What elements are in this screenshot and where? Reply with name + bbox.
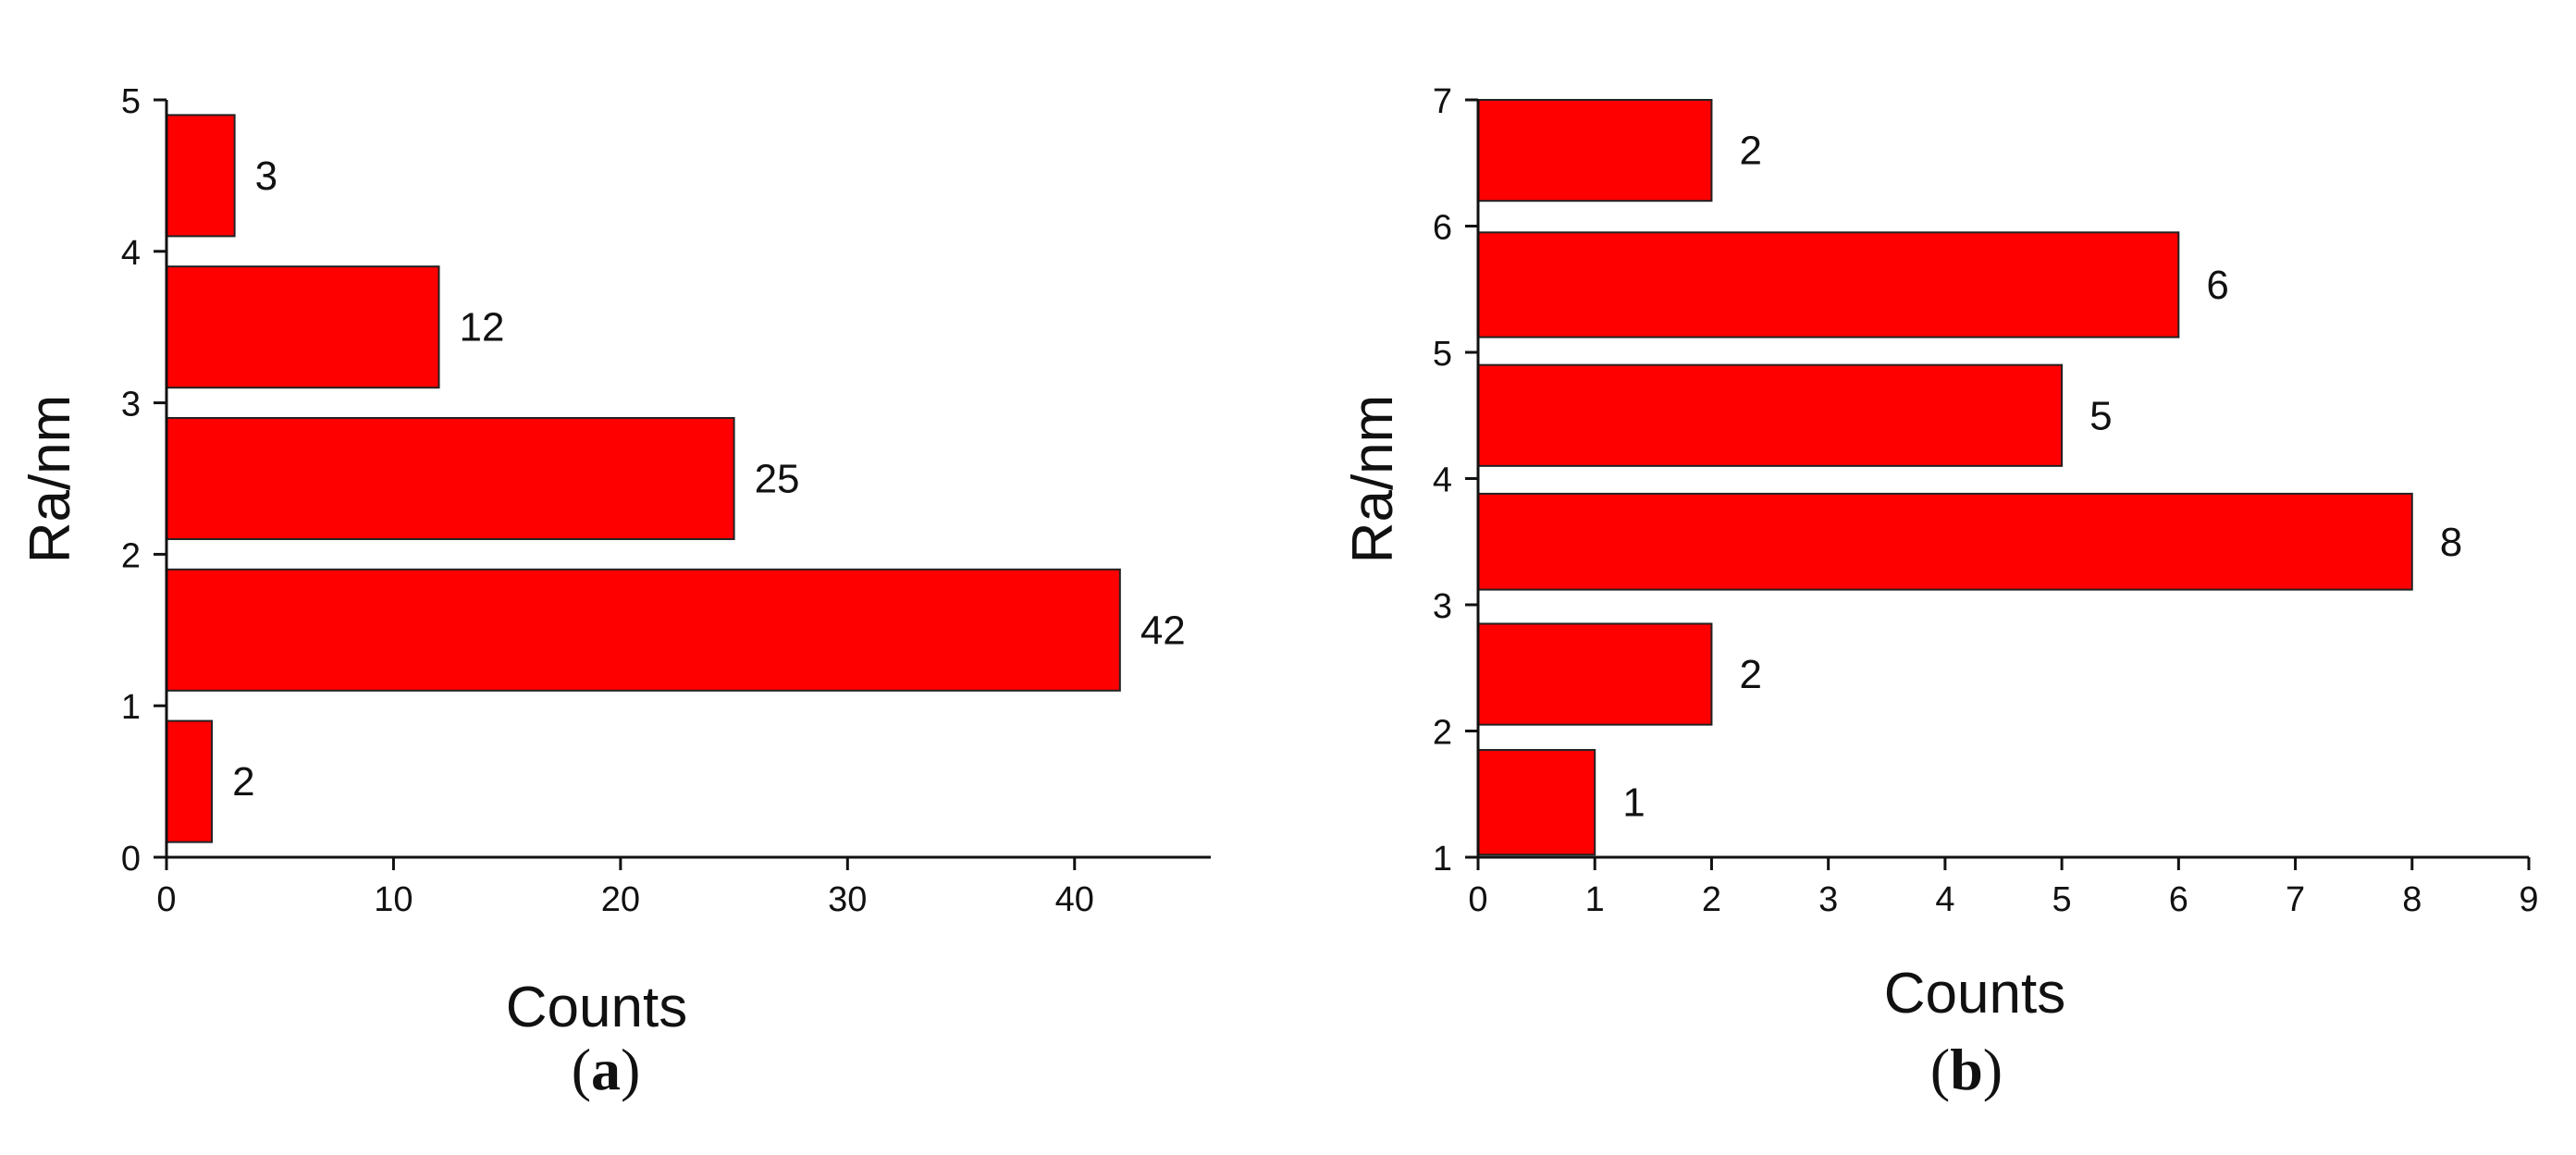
data-label: 6 <box>2206 263 2228 308</box>
panel-label-open: ( <box>572 1037 591 1102</box>
data-label: 2 <box>1739 129 1761 174</box>
y-tick-label: 5 <box>121 82 141 121</box>
y-tick-label: 6 <box>1433 209 1452 248</box>
x-tick-label: 5 <box>2052 880 2072 919</box>
y-tick-label: 1 <box>1433 840 1452 879</box>
bar <box>166 416 735 541</box>
data-label: 3 <box>255 154 277 199</box>
y-tick-label: 3 <box>121 386 141 424</box>
panel-label-letter: b <box>1950 1037 1983 1102</box>
y-tick-label: 3 <box>1433 587 1452 626</box>
y-tick-label: 4 <box>121 234 141 273</box>
y-axis-title: Ra/nm <box>1341 395 1405 564</box>
x-tick-label: 7 <box>2286 880 2305 919</box>
bar <box>1477 748 1596 856</box>
data-label: 12 <box>460 305 505 350</box>
data-label: 5 <box>2089 393 2112 438</box>
bar <box>1477 622 1713 726</box>
x-tick-label: 30 <box>828 880 867 919</box>
y-tick-label: 4 <box>1433 461 1452 500</box>
bar <box>1477 99 1713 203</box>
y-tick-label: 0 <box>121 840 141 879</box>
x-tick-label: 10 <box>374 880 413 919</box>
bar <box>166 265 440 389</box>
y-tick-label: 5 <box>1433 335 1452 374</box>
x-tick-label: 8 <box>2402 880 2422 919</box>
x-tick-label: 9 <box>2519 880 2538 919</box>
x-tick-label: 1 <box>1585 880 1605 919</box>
y-axis-title: Ra/nm <box>18 395 82 564</box>
data-label: 25 <box>755 457 800 502</box>
data-label: 2 <box>232 759 254 805</box>
data-label: 1 <box>1622 780 1645 826</box>
y-tick-label: 7 <box>1433 82 1452 121</box>
x-tick-label: 40 <box>1055 880 1094 919</box>
x-axis-title: Counts <box>1884 962 2065 1026</box>
bar <box>1477 363 2064 467</box>
data-label: 8 <box>2440 520 2462 565</box>
panel-label-close: ) <box>621 1037 640 1102</box>
x-tick-label: 0 <box>1468 880 1487 919</box>
bar <box>1477 231 2180 338</box>
y-tick-label: 2 <box>1433 714 1452 753</box>
panel-label-close: ) <box>1983 1037 2003 1102</box>
bar <box>166 114 236 238</box>
panel-label-letter: a <box>591 1037 621 1102</box>
y-tick-label: 1 <box>121 688 141 727</box>
panel-label: (a) <box>572 1037 641 1102</box>
bar <box>1477 492 2413 591</box>
panel-label-open: ( <box>1930 1037 1950 1102</box>
x-tick-label: 20 <box>601 880 640 919</box>
x-tick-label: 2 <box>1702 880 1721 919</box>
x-tick-label: 6 <box>2169 880 2188 919</box>
x-tick-label: 3 <box>1818 880 1838 919</box>
x-axis-title: Counts <box>506 976 687 1039</box>
bar <box>166 719 214 843</box>
x-tick-label: 4 <box>1935 880 1954 919</box>
panel-label: (b) <box>1930 1037 2003 1102</box>
bar <box>166 568 1121 692</box>
data-label: 2 <box>1739 652 1761 697</box>
x-tick-label: 0 <box>156 880 176 919</box>
y-tick-label: 2 <box>121 536 141 575</box>
data-label: 42 <box>1140 608 1186 653</box>
